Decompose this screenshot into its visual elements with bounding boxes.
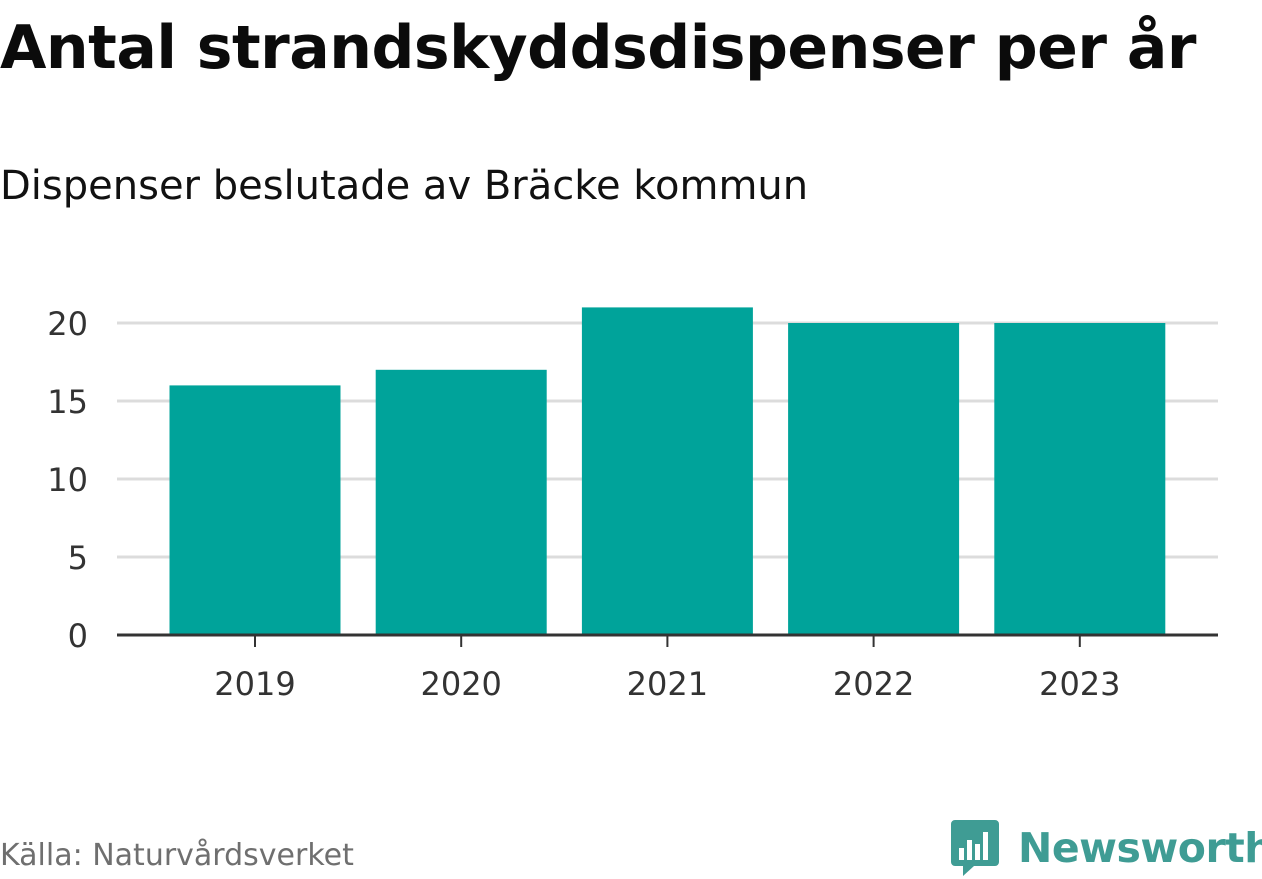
bar-2021: [581, 307, 753, 635]
x-tick-label: 2020: [420, 665, 501, 703]
x-tick-label: 2022: [833, 665, 914, 703]
x-tick-label: 2021: [627, 665, 708, 703]
source-note: Källa: Naturvårdsverket: [0, 838, 354, 873]
chart-title: Antal strandskyddsdispenser per år: [0, 13, 1196, 83]
x-axis-ticks: 2019 2020 2021 2022 2023: [214, 665, 1120, 703]
bar-2020: [375, 369, 547, 635]
bar-2022: [788, 323, 960, 635]
chart-subtitle: Dispenser beslutade av Bräcke kommun: [0, 163, 809, 209]
x-tick-label: 2019: [214, 665, 295, 703]
y-tick-label: 0: [68, 617, 88, 655]
bars: [169, 307, 1166, 635]
y-tick-label: 15: [47, 383, 88, 421]
bar-2023: [994, 323, 1166, 635]
chart-badge-icon: [951, 820, 999, 876]
bar-2019: [169, 385, 341, 635]
y-tick-label: 10: [47, 461, 88, 499]
x-axis: [117, 633, 1218, 647]
x-tick-label: 2023: [1039, 665, 1120, 703]
y-axis-ticks: 0 5 10 15 20: [47, 305, 88, 655]
y-tick-label: 20: [47, 305, 88, 343]
brand-name: Newsworthy: [1018, 824, 1262, 872]
newsworthy-logo: Newsworthy: [950, 818, 1262, 878]
y-tick-label: 5: [68, 539, 88, 577]
